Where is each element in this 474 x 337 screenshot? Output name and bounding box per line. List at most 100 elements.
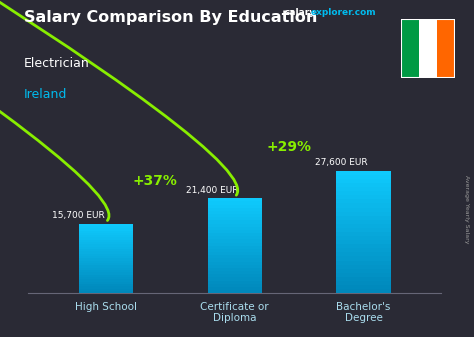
Bar <box>337 175 391 179</box>
Bar <box>79 272 133 275</box>
Bar <box>208 220 262 224</box>
Bar <box>208 236 262 239</box>
Bar <box>79 228 133 231</box>
Bar <box>208 202 262 205</box>
Text: +37%: +37% <box>132 175 177 188</box>
Bar <box>79 256 133 258</box>
Bar <box>79 270 133 272</box>
Text: Electrician: Electrician <box>24 57 90 70</box>
Bar <box>79 242 133 244</box>
Bar <box>208 268 262 271</box>
Bar <box>208 211 262 214</box>
Bar <box>208 271 262 274</box>
Bar <box>79 238 133 240</box>
Bar <box>337 216 391 220</box>
Bar <box>337 208 391 212</box>
Bar <box>337 244 391 248</box>
Bar <box>79 261 133 263</box>
Text: Ireland: Ireland <box>24 88 67 101</box>
Text: 15,700 EUR: 15,700 EUR <box>52 211 104 220</box>
Bar <box>337 171 391 175</box>
Bar <box>208 277 262 280</box>
Bar <box>208 262 262 265</box>
Bar <box>337 281 391 285</box>
Bar <box>79 240 133 242</box>
Bar <box>337 256 391 261</box>
Bar <box>208 227 262 230</box>
Bar <box>79 251 133 254</box>
Bar <box>208 290 262 293</box>
Bar <box>208 284 262 287</box>
Text: Salary Comparison By Education: Salary Comparison By Education <box>24 10 317 25</box>
Bar <box>208 255 262 258</box>
Bar <box>208 224 262 227</box>
Bar <box>337 179 391 183</box>
Bar <box>337 232 391 236</box>
Bar <box>79 291 133 293</box>
Bar <box>208 214 262 217</box>
Bar <box>337 265 391 269</box>
Bar <box>337 195 391 200</box>
Text: 21,400 EUR: 21,400 EUR <box>186 186 238 195</box>
Bar <box>337 220 391 224</box>
Bar <box>437 19 455 78</box>
Bar <box>79 254 133 256</box>
Bar <box>337 261 391 265</box>
Bar <box>419 19 437 78</box>
Bar <box>208 249 262 252</box>
Bar <box>337 277 391 281</box>
Bar <box>79 282 133 284</box>
Text: salary: salary <box>284 8 316 18</box>
Text: 27,600 EUR: 27,600 EUR <box>315 158 367 167</box>
Bar <box>337 240 391 244</box>
Bar <box>208 246 262 249</box>
Bar <box>337 228 391 232</box>
Bar <box>79 265 133 268</box>
Bar <box>337 248 391 252</box>
Bar <box>79 231 133 233</box>
Bar <box>79 244 133 247</box>
Bar <box>208 217 262 220</box>
Bar <box>337 269 391 273</box>
Bar <box>208 252 262 255</box>
Bar <box>79 223 133 226</box>
Bar <box>79 288 133 291</box>
Bar <box>337 289 391 293</box>
Bar <box>208 274 262 277</box>
Bar <box>208 287 262 290</box>
Bar <box>79 233 133 235</box>
Text: Average Yearly Salary: Average Yearly Salary <box>465 175 469 243</box>
Bar <box>208 265 262 268</box>
Bar <box>337 187 391 191</box>
Bar <box>79 286 133 288</box>
Bar <box>79 268 133 270</box>
Bar <box>79 279 133 282</box>
Text: explorer.com: explorer.com <box>310 8 376 18</box>
Bar <box>401 19 419 78</box>
Text: +29%: +29% <box>266 140 311 154</box>
Bar <box>208 239 262 243</box>
Bar <box>337 200 391 204</box>
Bar <box>79 277 133 279</box>
Bar <box>79 247 133 249</box>
Bar <box>337 285 391 289</box>
Bar <box>79 249 133 251</box>
Bar <box>208 280 262 284</box>
Bar <box>208 243 262 246</box>
Bar <box>79 235 133 238</box>
Bar <box>337 224 391 228</box>
Bar <box>79 275 133 277</box>
Bar <box>208 205 262 208</box>
Bar <box>208 208 262 211</box>
Bar <box>337 191 391 195</box>
Bar <box>79 263 133 265</box>
Bar <box>208 198 262 202</box>
Bar <box>337 236 391 240</box>
Bar <box>337 183 391 187</box>
Bar <box>208 233 262 236</box>
Bar <box>208 230 262 233</box>
Bar <box>337 252 391 256</box>
Bar <box>337 273 391 277</box>
Bar <box>79 258 133 261</box>
Bar <box>208 258 262 262</box>
